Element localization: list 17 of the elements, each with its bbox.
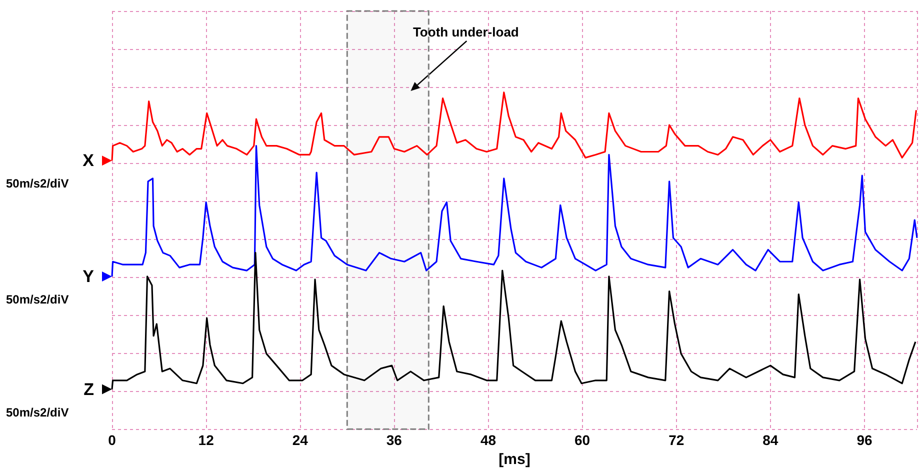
text: 50m/s2/diV <box>6 405 69 420</box>
x-tick-label: 48 <box>480 432 496 448</box>
legend-label: Y <box>82 266 95 286</box>
x-axis-title: [ms] <box>498 451 530 468</box>
band-label: Tooth under-load <box>412 24 519 40</box>
x-tick-label: 36 <box>386 432 402 448</box>
x-tick-label: 84 <box>762 432 778 448</box>
text: 50m/s2/diV <box>6 292 69 306</box>
x-tick-label: 96 <box>856 432 872 448</box>
x-tick-label: 72 <box>668 432 684 448</box>
x-tick-label: 12 <box>198 432 214 448</box>
legend-label: Z <box>84 380 94 399</box>
x-tick-label: 24 <box>292 432 308 448</box>
x-tick-label: 60 <box>574 432 590 448</box>
legend-label: X <box>82 151 95 170</box>
x-tick-label: 0 <box>108 432 116 448</box>
text: 50m/s2/diV <box>6 176 69 191</box>
